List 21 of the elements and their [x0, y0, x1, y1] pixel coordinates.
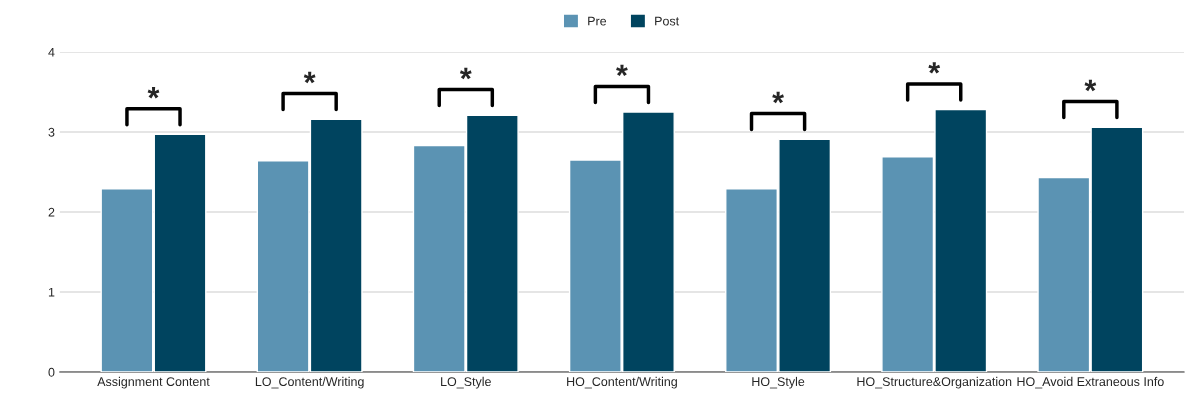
x-tick-label: HO_Avoid Extraneous Info — [1017, 376, 1164, 389]
y-tick-label: 3 — [48, 127, 55, 137]
x-tick-label: HO_Style — [752, 376, 805, 389]
x-tick-label: HO_Structure&Organization — [857, 376, 1012, 389]
legend-label: Pre — [588, 16, 607, 26]
x-tick-label: LO_Content/Writing — [255, 376, 364, 389]
annotation: * — [928, 62, 941, 74]
annotation: * — [1084, 79, 1097, 92]
annotation: * — [147, 87, 160, 99]
annotation: * — [772, 91, 784, 104]
x-tick-label: LO_Style — [441, 376, 491, 389]
y-tick-label: 4 — [48, 47, 55, 57]
x-tick-label: Assignment Content — [97, 376, 210, 389]
annotation: * — [616, 64, 628, 77]
y-tick-label: 0 — [48, 367, 55, 377]
y-tick-label: 1 — [48, 287, 55, 297]
annotation: * — [303, 71, 316, 84]
legend-label: Post — [655, 16, 680, 26]
x-tick-label: HO_Content/Writing — [567, 376, 677, 389]
y-tick-label: 2 — [48, 207, 55, 217]
annotation: * — [459, 67, 472, 80]
